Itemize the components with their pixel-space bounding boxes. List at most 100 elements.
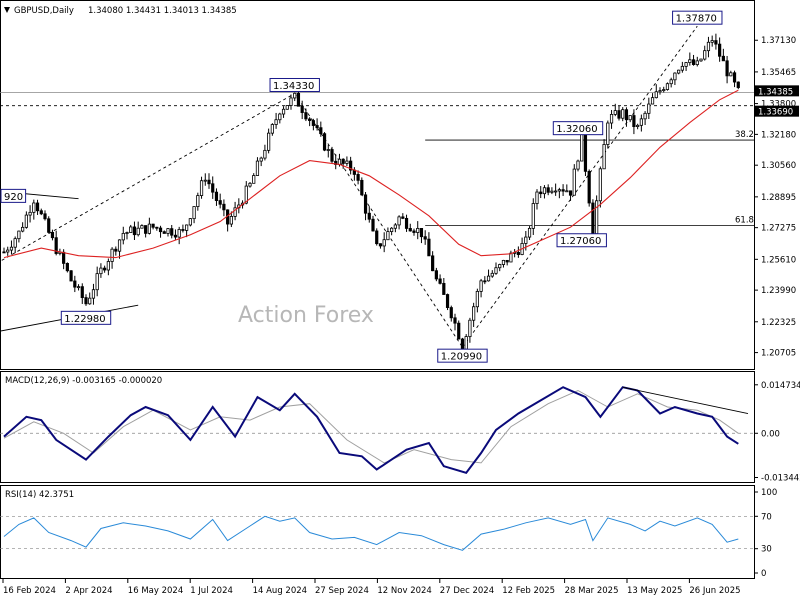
candle-body	[453, 317, 457, 324]
rsi-axis-label: 100	[761, 488, 777, 498]
candle-body	[244, 185, 248, 204]
candle-body	[263, 149, 267, 159]
candle-body	[501, 259, 506, 265]
macd-title: MACD(12,26,9) -0.003165 -0.000020	[5, 376, 162, 386]
price-axis-label: 1.20705	[761, 349, 796, 359]
candle-body	[602, 144, 606, 170]
macd-axis-label: 0.00	[761, 429, 780, 439]
candle-body	[524, 236, 528, 244]
price-axis-label: 1.27275	[761, 224, 796, 234]
candle-body	[322, 133, 327, 151]
candle-body	[140, 225, 144, 229]
candle-body	[117, 239, 122, 252]
candle-body	[654, 91, 658, 99]
candle-body	[401, 216, 405, 219]
candle-body	[483, 280, 487, 283]
candle-body	[211, 183, 215, 193]
candle-body	[233, 207, 237, 217]
candle-body	[50, 231, 55, 239]
candle-body	[337, 158, 342, 165]
collapse-triangle-icon[interactable]	[4, 7, 10, 13]
candle-body	[199, 180, 204, 196]
candle-body	[688, 59, 692, 63]
candle-body	[252, 175, 256, 184]
candle-body	[561, 189, 565, 192]
candle-body	[695, 60, 699, 65]
candle-body	[464, 336, 468, 350]
price-axis-label: 1.22325	[761, 318, 796, 328]
price-annotation-box	[437, 348, 488, 363]
price-tag-box	[755, 85, 799, 97]
candle-body	[632, 115, 636, 128]
candle-body	[17, 230, 21, 240]
candle-body	[155, 226, 159, 229]
price-axis-label: 1.33800	[761, 100, 796, 110]
candle-body	[24, 214, 28, 228]
candle-body	[669, 79, 673, 85]
price-axis-label: 1.35465	[761, 68, 796, 78]
price-annotation-box	[269, 77, 320, 92]
price-tag-label: 1.34385	[758, 87, 793, 97]
price-annotation-label: 1.37870	[676, 14, 717, 25]
price-annotation-label: 1.22980	[64, 314, 105, 325]
candle-body	[65, 263, 69, 272]
candle-body	[606, 122, 610, 145]
ohlc-label: 1.34080 1.34431 1.34013 1.34385	[88, 6, 237, 16]
candle-body	[326, 149, 330, 151]
candle-body	[300, 105, 304, 113]
symbol-label: GBPUSD,Daily	[14, 6, 74, 16]
candle-body	[416, 228, 420, 233]
candle-body	[28, 211, 32, 216]
candle-body	[404, 217, 409, 229]
candle-body	[710, 40, 714, 43]
date-axis-label: 12 Feb 2025	[502, 586, 555, 596]
date-axis-label: 27 Sep 2024	[315, 586, 369, 596]
candle-body	[725, 60, 729, 77]
candle-body	[341, 158, 345, 164]
candle-body	[412, 230, 416, 233]
price-annotation-box	[552, 121, 604, 136]
candle-body	[99, 267, 103, 275]
candle-body	[378, 243, 383, 247]
candle-body	[13, 238, 17, 248]
candle-body	[729, 72, 733, 77]
candle-body	[289, 97, 293, 106]
candle-body	[576, 160, 580, 170]
candle-body	[177, 229, 181, 238]
macd-axis-label: -0.013442	[761, 474, 800, 484]
candle-body	[39, 210, 43, 215]
candle-body	[423, 236, 427, 240]
date-axis-label: 2 Apr 2024	[65, 586, 112, 596]
candle-body	[293, 92, 297, 99]
candle-body	[106, 261, 110, 271]
candle-body	[278, 113, 282, 121]
candle-body	[363, 194, 368, 214]
candle-body	[684, 62, 688, 67]
candle-body	[639, 118, 643, 126]
date-axis-label: 26 Jun 2025	[689, 586, 740, 596]
candle-body	[270, 124, 274, 134]
candle-body	[699, 58, 703, 62]
candle-body	[170, 228, 174, 236]
candle-body	[73, 280, 77, 288]
candle-body	[360, 179, 364, 196]
candle-body	[21, 226, 25, 232]
candle-body	[598, 168, 602, 202]
price-annotation-box	[0, 188, 27, 203]
candle-body	[572, 168, 576, 196]
candle-body	[62, 251, 66, 264]
price-axis-label: 1.25610	[761, 255, 796, 265]
candle-body	[334, 160, 338, 165]
candle-body	[542, 187, 547, 195]
candle-body	[129, 226, 133, 233]
candle-body	[449, 307, 453, 319]
candle-body	[88, 297, 92, 305]
candle-body	[132, 226, 137, 236]
price-annotation-box	[60, 310, 112, 325]
candle-body	[367, 212, 371, 220]
candle-body	[408, 228, 412, 232]
candle-body	[509, 252, 513, 263]
candle-body	[110, 248, 114, 262]
candle-body	[173, 234, 178, 238]
candle-body	[550, 190, 554, 193]
